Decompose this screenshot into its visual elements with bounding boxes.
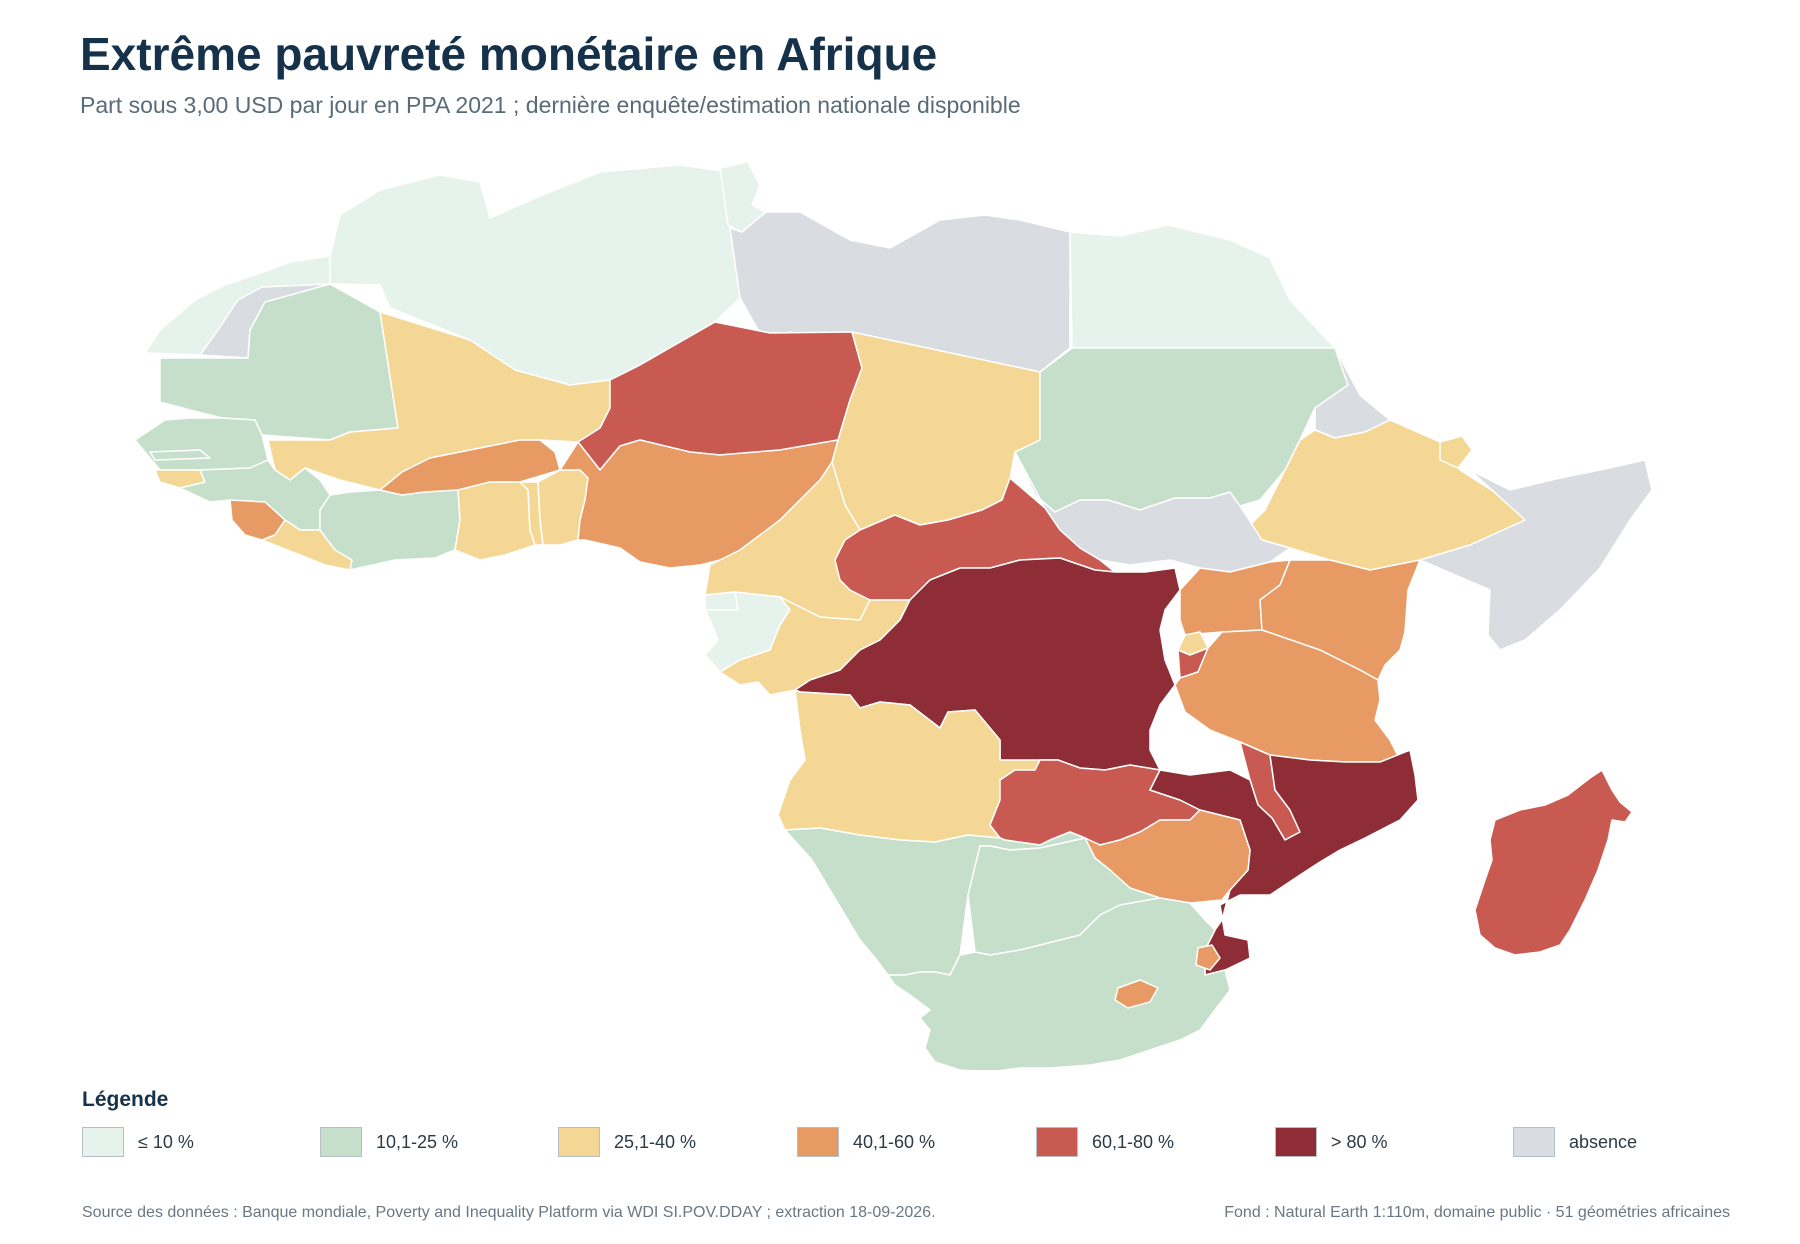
legend-item-6: > 80 % <box>1275 1126 1388 1158</box>
legend-item-1: ≤ 10 % <box>82 1126 194 1158</box>
region-senegal[interactable] <box>134 417 269 471</box>
legend-label-4: 40,1-60 % <box>853 1131 936 1152</box>
legend-swatch-3 <box>558 1127 600 1157</box>
page-title: Extrême pauvreté monétaire en Afrique <box>80 28 938 80</box>
region-djibouti[interactable] <box>1439 435 1473 469</box>
legend-label-6: > 80 % <box>1331 1131 1388 1152</box>
legend-label-7: absence <box>1569 1131 1638 1152</box>
legend-swatch-1 <box>82 1127 124 1157</box>
legend-item-2: 10,1-25 % <box>320 1126 458 1158</box>
legend-swatch-7 <box>1513 1127 1555 1157</box>
basemap-note: Fond : Natural Earth 1:110m, domaine pub… <box>1224 1204 1730 1221</box>
legend-item-5: 60,1-80 % <box>1036 1126 1174 1158</box>
legend-label-5: 60,1-80 % <box>1092 1131 1175 1152</box>
region-kenya[interactable] <box>1259 559 1421 681</box>
region-lesotho[interactable] <box>1114 979 1159 1009</box>
legend-title: Légende <box>82 1088 169 1111</box>
legend-swatch-5 <box>1036 1127 1078 1157</box>
legend-swatch-6 <box>1275 1127 1317 1157</box>
legend-label-3: 25,1-40 % <box>614 1131 697 1152</box>
region-eswatini[interactable] <box>1195 944 1221 971</box>
legend-item-4: 40,1-60 % <box>797 1126 935 1158</box>
region-gambia[interactable] <box>149 449 211 461</box>
page-subtitle: Part sous 3,00 USD par jour en PPA 2021 … <box>80 92 1021 118</box>
region-eq-guinea[interactable] <box>704 591 739 611</box>
region-somalia[interactable] <box>1419 459 1653 651</box>
region-madagascar[interactable] <box>1474 769 1633 956</box>
legend-label-2: 10,1-25 % <box>376 1131 459 1152</box>
region-tunisia[interactable] <box>719 161 767 233</box>
africa-map <box>134 161 1653 1070</box>
legend-swatch-4 <box>797 1127 839 1157</box>
region-egypt[interactable] <box>1069 224 1336 349</box>
source-note: Source des données : Banque mondiale, Po… <box>82 1204 936 1221</box>
legend-item-3: 25,1-40 % <box>558 1126 696 1158</box>
legend-label-1: ≤ 10 % <box>138 1131 194 1152</box>
legend-swatch-2 <box>320 1127 362 1157</box>
legend-item-7: absence <box>1513 1126 1637 1158</box>
region-ghana[interactable] <box>454 481 536 561</box>
region-south-africa[interactable] <box>887 897 1231 1070</box>
